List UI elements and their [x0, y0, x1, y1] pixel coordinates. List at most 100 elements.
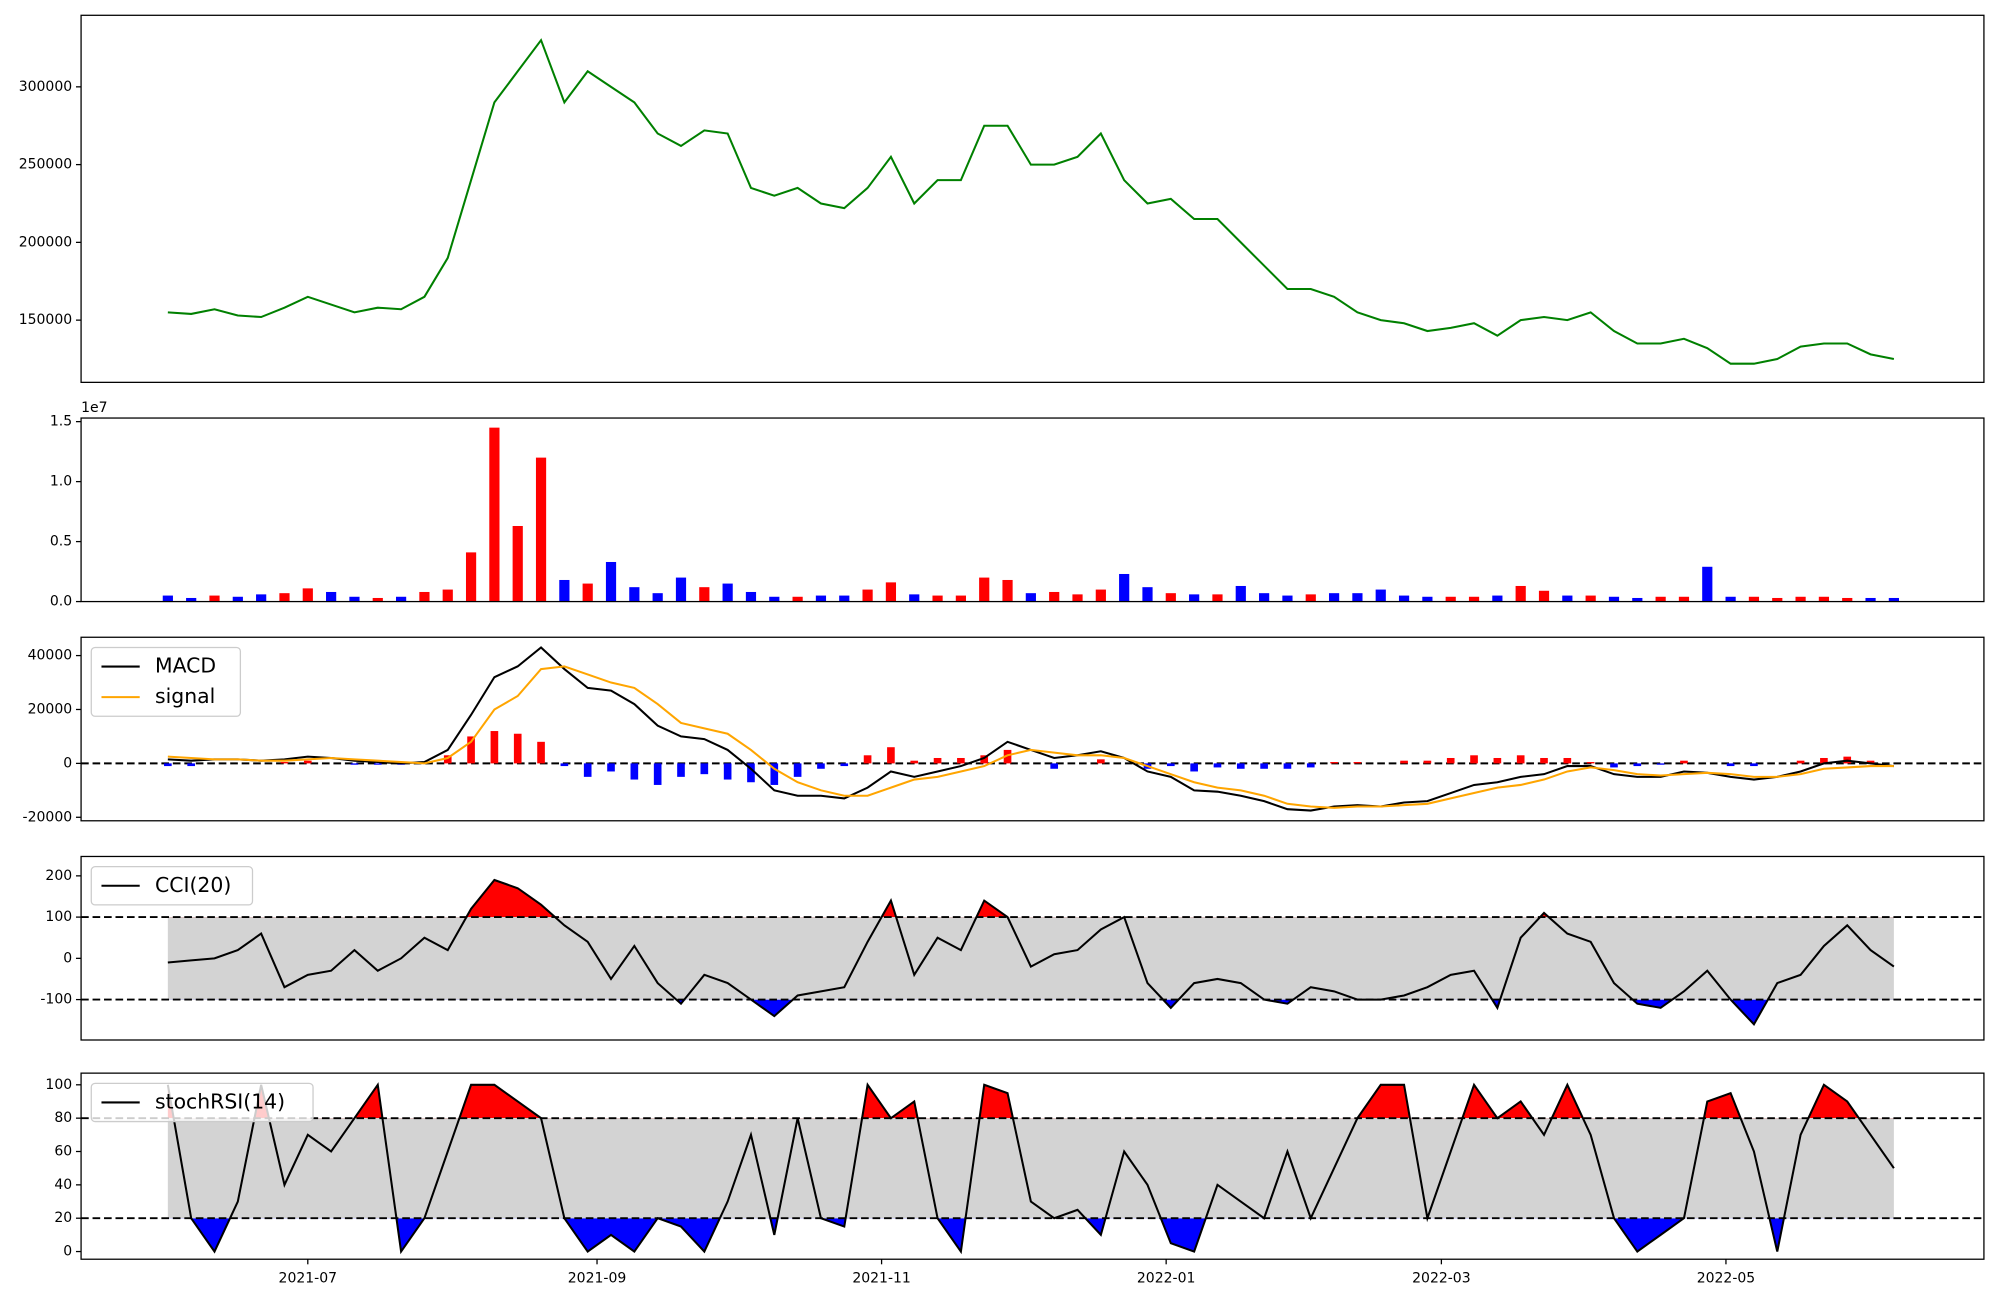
histogram-bar	[1097, 759, 1105, 764]
plot-area	[81, 637, 1984, 821]
x-tick-label: 2021-09	[568, 1270, 626, 1286]
histogram-bar	[607, 763, 615, 772]
volume-bar	[605, 561, 617, 602]
histogram-bar	[1400, 760, 1408, 764]
panel: 0.0 0.5 1.0 1.5 1e7	[50, 400, 1985, 610]
histogram-bar	[1796, 760, 1805, 764]
volume-bar	[1049, 591, 1060, 602]
histogram-bar	[980, 755, 989, 764]
histogram-bar	[1213, 763, 1222, 768]
histogram-bar	[1283, 763, 1292, 769]
volume-bar	[1468, 596, 1480, 602]
histogram-bar	[1586, 762, 1595, 764]
panel: 0 20 40 60 80 100 stochRSI(14) 2021-07 2021-09 20…	[45, 1072, 1985, 1286]
histogram-bar	[1423, 760, 1432, 764]
y-tick-label: 100	[45, 909, 72, 925]
volume-bar	[1888, 597, 1899, 602]
y-tick-label: 40000	[28, 648, 73, 664]
plot-area	[81, 418, 1984, 602]
histogram-bar	[1190, 763, 1198, 772]
histogram-bar	[1516, 755, 1525, 764]
y-tick-label: 80	[54, 1110, 72, 1126]
histogram-bar	[1563, 757, 1572, 764]
histogram-bar	[1166, 763, 1175, 767]
frame	[80, 855, 1985, 1041]
y-tick-label: 100	[45, 1077, 72, 1093]
histogram-bar	[1050, 763, 1059, 769]
volume-bar	[1818, 596, 1830, 602]
volume-bar	[256, 594, 267, 602]
volume-bar	[232, 596, 243, 602]
histogram-bar	[910, 760, 919, 764]
volume-bar	[1748, 596, 1760, 602]
volume-bar	[279, 593, 290, 602]
volume-bar	[909, 594, 920, 602]
volume-bar	[1678, 596, 1690, 602]
histogram-bar	[537, 741, 545, 764]
series-line	[167, 878, 1895, 1027]
volume-bar	[1235, 585, 1246, 602]
x-tick-label: 2021-11	[852, 1270, 911, 1286]
volume-bar	[1375, 589, 1386, 602]
volume-bar	[395, 596, 407, 602]
histogram-bar	[1003, 749, 1012, 764]
volume-bar	[652, 593, 663, 602]
histogram-bar	[1633, 763, 1642, 767]
histogram-bar	[1330, 762, 1338, 764]
volume-bar	[792, 596, 803, 602]
volume-bar	[1119, 573, 1130, 602]
panel: 150000 200000 250000 300000	[19, 14, 1985, 383]
series-line	[167, 665, 1894, 809]
histogram-bar	[1236, 763, 1245, 769]
series-line	[167, 38, 1895, 365]
volume-bar	[1702, 566, 1713, 602]
histogram-bar	[1726, 763, 1735, 767]
histogram-bar	[467, 736, 475, 764]
legend-box	[90, 866, 254, 906]
histogram-bar	[630, 763, 639, 780]
volume-bar	[1328, 593, 1340, 602]
volume-bar	[1212, 594, 1223, 602]
volume-bar	[186, 597, 197, 602]
volume-bar	[955, 595, 966, 602]
histogram-bar	[1820, 757, 1828, 764]
offset-label: 1e7	[81, 400, 107, 416]
volume-bar	[1072, 594, 1083, 602]
volume-bar	[629, 587, 640, 602]
volume-bar	[162, 595, 173, 602]
histogram-bar	[1306, 763, 1315, 768]
volume-bar	[815, 595, 827, 602]
volume-bar	[1655, 596, 1666, 602]
legend: CCI(20)	[90, 866, 254, 906]
volume-bar	[885, 582, 897, 602]
frame	[80, 1072, 1985, 1260]
histogram-bar	[560, 763, 569, 767]
histogram-bar	[1656, 763, 1665, 765]
histogram-bar	[770, 763, 779, 785]
volume-bar	[1189, 594, 1200, 602]
volume-bar	[582, 583, 593, 602]
volume-bar	[1538, 590, 1550, 602]
volume-bar	[1142, 587, 1153, 602]
frame	[80, 636, 1985, 822]
volume-bar	[979, 577, 990, 602]
legend-box	[90, 646, 242, 717]
histogram-bar	[373, 763, 382, 765]
y-tick-label: 200	[45, 868, 72, 884]
volume-bar	[349, 596, 360, 602]
histogram-bar	[1750, 763, 1758, 767]
over-fill	[167, 1084, 1894, 1119]
legend: stochRSI(14)	[90, 1082, 314, 1123]
histogram-bar	[1470, 755, 1478, 764]
y-tick-label: 1.5	[50, 414, 72, 430]
volume-bar	[745, 591, 757, 602]
volume-bar	[1842, 597, 1853, 602]
volume-bar	[1772, 597, 1783, 602]
histogram-bar	[933, 757, 942, 764]
y-tick-label: 250000	[19, 157, 72, 173]
volume-bar	[722, 583, 733, 602]
histogram-bar	[280, 762, 289, 764]
histogram-bar	[443, 755, 452, 764]
volume-bar	[1095, 589, 1106, 602]
